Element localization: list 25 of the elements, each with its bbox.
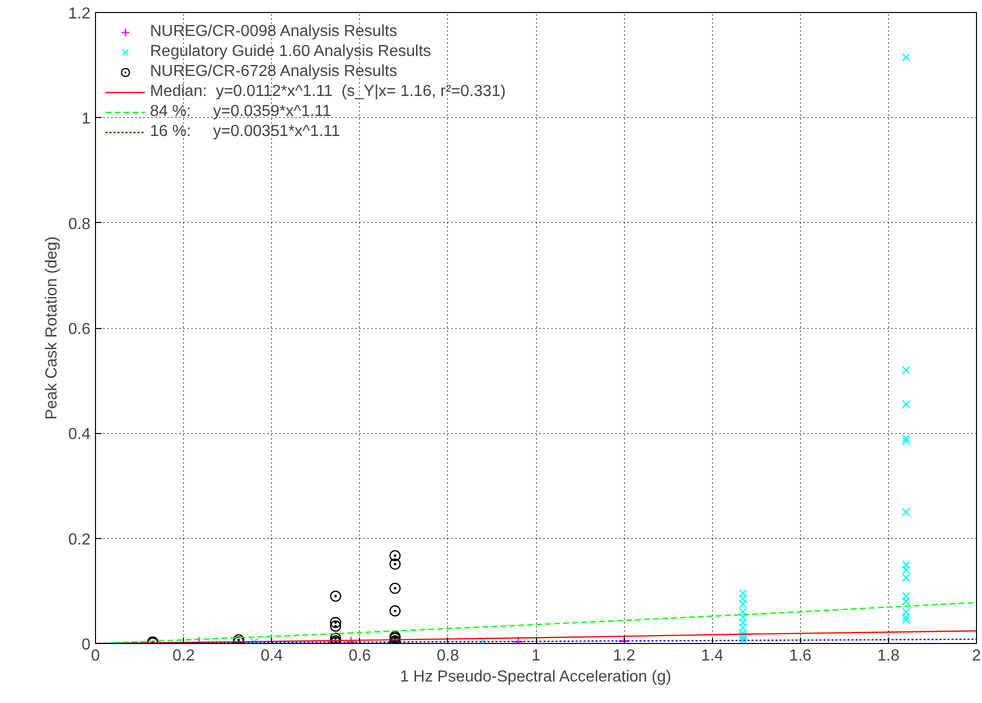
y-axis-title: Peak Cask Rotation (deg) (43, 236, 60, 420)
x-tick-label: 0.8 (436, 648, 460, 664)
x-tick-label: 1.8 (877, 648, 900, 664)
y-tick-label: 0 (82, 636, 91, 654)
legend-label: 84 %: y=0.0359*x^1.11 (150, 103, 332, 121)
y-tick-label: 0.8 (68, 216, 91, 233)
y-tick-label: 0.4 (68, 426, 91, 444)
x-tick-label: 0.2 (172, 648, 195, 664)
legend-label: NUREG/CR-0098 Analysis Results (150, 23, 398, 41)
x-tick-label: 0.6 (348, 648, 372, 664)
legend-label: NUREG/CR-6728 Analysis Results (150, 63, 398, 81)
x-tick-label: 1.4 (701, 648, 724, 664)
y-tick-label: 1.2 (68, 6, 91, 22)
y-tick-label: 0.2 (68, 531, 91, 548)
x-tick-label: 2 (972, 648, 982, 664)
x-tick-label: 1.6 (789, 648, 812, 664)
y-tick-label: 1 (82, 110, 91, 128)
x-tick-label: 0.4 (260, 648, 283, 664)
x-tick-label: 1 (532, 648, 541, 664)
legend-label: Regulatory Guide 1.60 Analysis Results (150, 43, 432, 61)
legend-label: 16 %: y=0.00351*x^1.11 (150, 123, 340, 141)
x-axis-title: 1 Hz Pseudo-Spectral Acceleration (g) (400, 668, 672, 686)
x-tick-label: 1.2 (612, 648, 636, 664)
legend-label: Median: y=0.0112*x^1.11 (s_Y|x= 1.16, r²=0.331) (150, 83, 506, 101)
y-tick-label: 0.6 (68, 321, 91, 338)
